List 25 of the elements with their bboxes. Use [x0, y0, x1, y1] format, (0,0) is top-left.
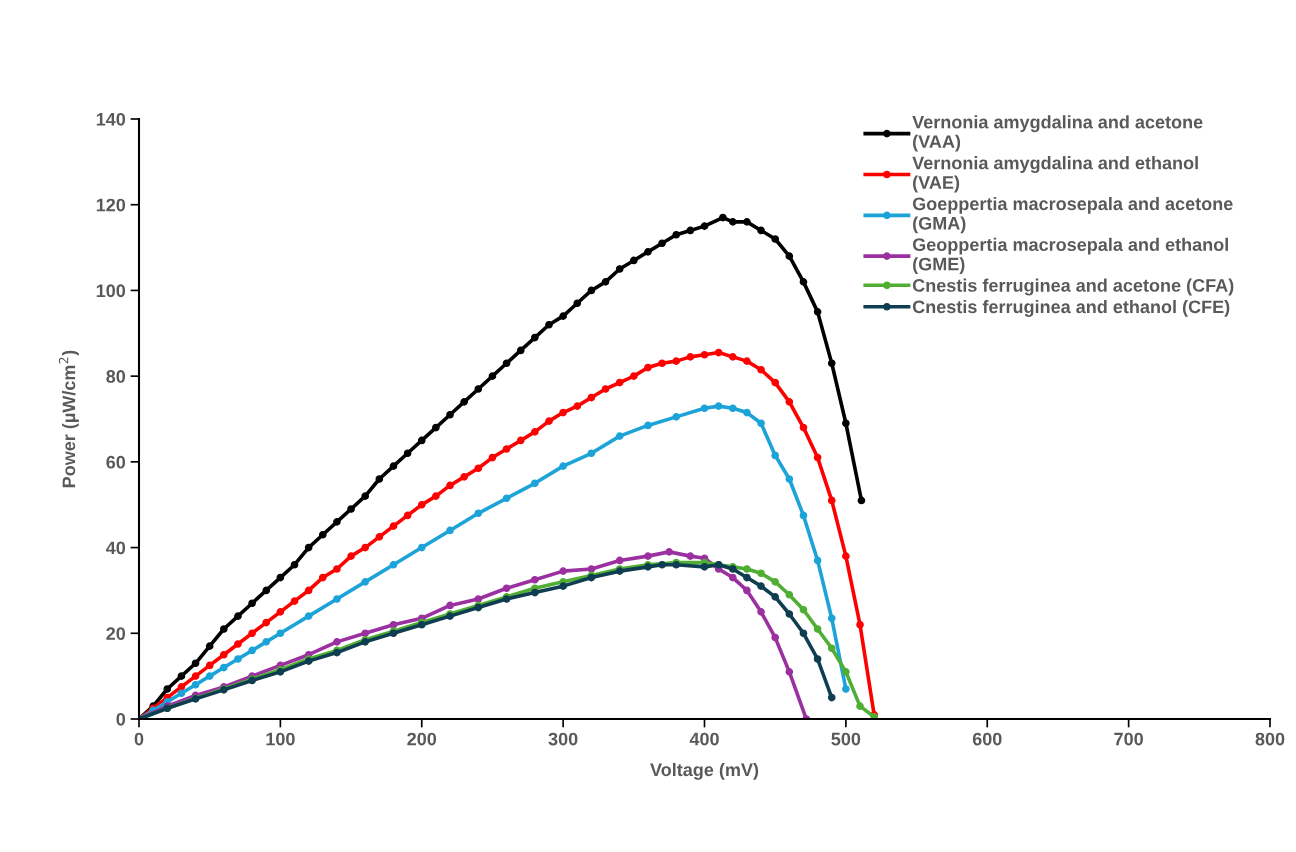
legend-label: Cnestis ferruginea and acetone (CFA)	[912, 278, 1234, 296]
x-tick-label: 600	[972, 732, 1002, 746]
x-tick-label: 100	[266, 732, 295, 746]
x-tick-label: 700	[1114, 732, 1143, 746]
x-tick-label: 200	[407, 732, 437, 746]
y-tick-label: 80	[106, 370, 126, 383]
x-tick-label: 300	[548, 732, 578, 746]
legend-label: Goeppertia macrosepala and acetone (GMA)	[912, 196, 1233, 234]
y-tick-label: 40	[106, 541, 126, 555]
legend-label: Vernonia amygdalina and acetone (VAA)	[912, 115, 1203, 152]
x-tick-label: 0	[134, 732, 144, 746]
x-tick-label: 800	[1255, 732, 1285, 746]
y-tick-label: 120	[96, 198, 126, 212]
legend-label: Geoppertia macrosepala and ethanol (GME)	[912, 237, 1228, 275]
y-tick-label: 100	[96, 284, 126, 298]
y-tick-label: 20	[106, 627, 126, 641]
y-tick-label: 0	[116, 712, 126, 726]
legend-label: Vernonia amygdalina and ethanol (VAE)	[912, 156, 1198, 193]
legend-label: Cnestis ferruginea and ethanol (CFE)	[912, 299, 1230, 317]
x-tick-label: 400	[689, 732, 719, 746]
y-tick-label: 140	[96, 112, 126, 126]
y-tick-label: 60	[106, 455, 126, 469]
x-axis-title: Voltage (mV)	[650, 762, 759, 780]
x-tick-label: 500	[831, 732, 861, 746]
y-axis-title: Power (µW/cm$^{2}$)	[58, 350, 79, 488]
